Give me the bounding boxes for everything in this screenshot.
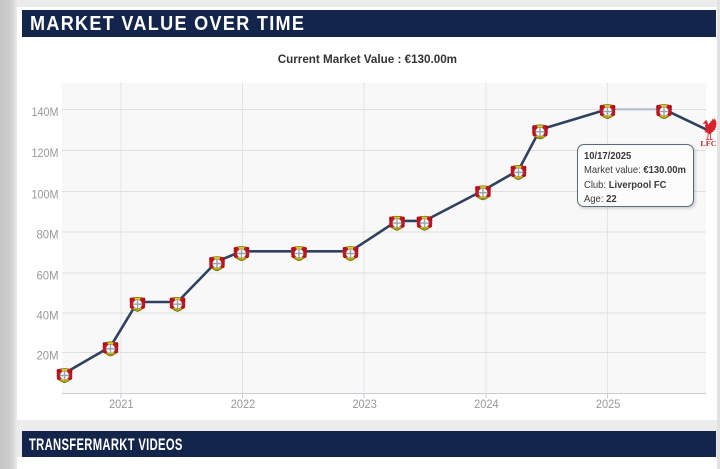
svg-text:40M: 40M xyxy=(37,308,59,322)
svg-text:2023: 2023 xyxy=(352,397,377,411)
svg-text:2021: 2021 xyxy=(109,397,134,411)
svg-text:2022: 2022 xyxy=(231,397,256,411)
svg-text:2025: 2025 xyxy=(596,397,621,411)
svg-text:LFC: LFC xyxy=(700,139,716,148)
svg-text:140M: 140M xyxy=(32,105,59,119)
svg-text:100M: 100M xyxy=(32,187,59,201)
svg-text:2024: 2024 xyxy=(474,397,499,411)
svg-text:80M: 80M xyxy=(37,227,59,241)
svg-text:120M: 120M xyxy=(32,146,59,160)
svg-text:60M: 60M xyxy=(37,269,59,283)
svg-text:20M: 20M xyxy=(37,348,59,362)
